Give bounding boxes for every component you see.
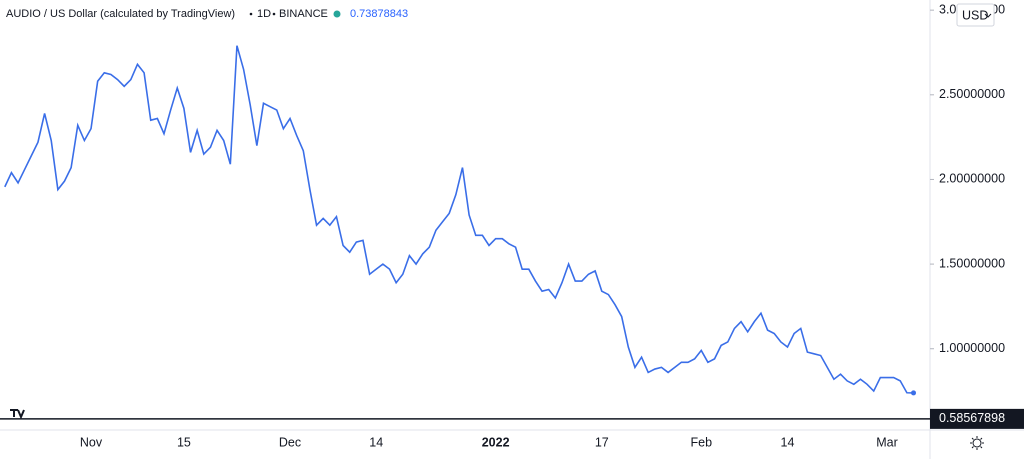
separator	[249, 12, 253, 16]
separator	[272, 12, 276, 16]
last-point	[911, 390, 917, 396]
y-tick-label: 1.00000000	[939, 341, 1005, 355]
x-tick-label: Feb	[690, 435, 712, 449]
chevron	[984, 13, 992, 18]
gear-teeth	[970, 436, 984, 450]
x-tick-label: Mar	[876, 435, 898, 449]
x-tick-label: 14	[781, 435, 795, 449]
last-price: 0.73878843	[350, 8, 408, 20]
currency[interactable]: USD	[962, 8, 988, 22]
price-label: 0.58567898	[939, 411, 1005, 425]
currency-button[interactable]	[956, 3, 995, 27]
price-line-series	[4, 45, 914, 394]
y-tick-label: 2.50000000	[939, 87, 1005, 101]
settings-icon[interactable]	[970, 436, 984, 450]
symbol: AUDIO / US Dollar (calculated by Trading…	[6, 8, 235, 20]
x-tick-label: 17	[595, 435, 609, 449]
tv-logo	[10, 409, 25, 420]
y-tick-label: 1.50000000	[939, 256, 1005, 270]
x-tick-label: 15	[177, 435, 191, 449]
status-dot	[333, 10, 341, 18]
x-tick-label: Dec	[279, 435, 301, 449]
price-label-box	[930, 408, 1024, 429]
x-tick-label: 2022	[482, 435, 510, 449]
x-tick-label: 14	[369, 435, 383, 449]
interval: 1D	[257, 8, 271, 20]
exchange: BINANCE	[279, 8, 328, 20]
gear	[972, 438, 982, 448]
x-tick-label: Nov	[80, 435, 103, 449]
y-tick-label: 2.00000000	[939, 172, 1005, 186]
